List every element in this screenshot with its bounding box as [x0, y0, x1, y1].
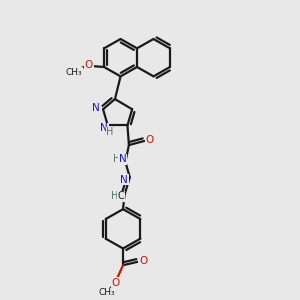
Text: O: O: [146, 135, 154, 146]
Text: CH₃: CH₃: [65, 68, 82, 77]
Text: C: C: [117, 191, 124, 201]
Text: N: N: [118, 154, 126, 164]
Text: CH₃: CH₃: [98, 289, 115, 298]
Text: N: N: [92, 103, 100, 113]
Text: N: N: [100, 123, 108, 133]
Text: H: H: [111, 191, 119, 201]
Text: H: H: [113, 154, 121, 164]
Text: H: H: [106, 127, 114, 137]
Text: N: N: [120, 175, 128, 185]
Text: O: O: [139, 256, 147, 266]
Text: O: O: [85, 60, 93, 70]
Text: O: O: [111, 278, 119, 288]
